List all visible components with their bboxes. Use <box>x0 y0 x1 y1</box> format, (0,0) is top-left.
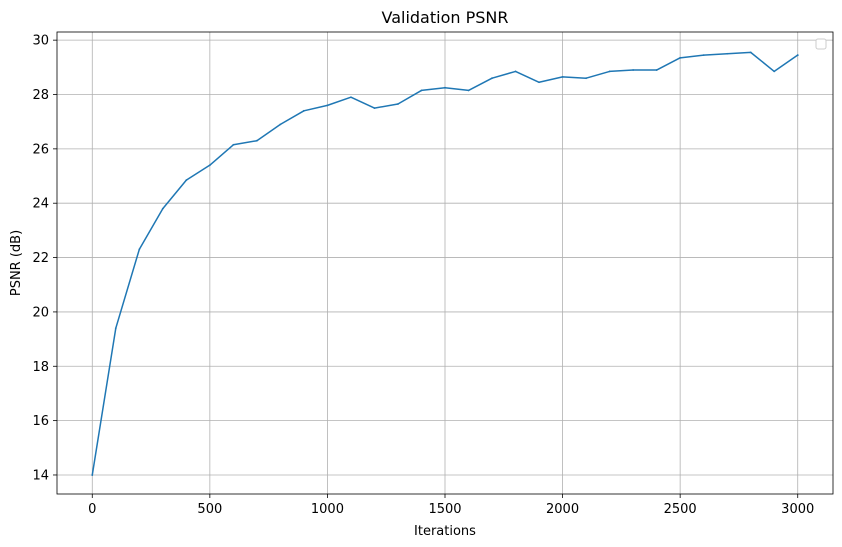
data-point <box>514 70 517 73</box>
data-point <box>726 52 729 55</box>
data-point <box>208 164 211 167</box>
y-tick-label: 26 <box>32 142 49 157</box>
y-axis-label: PSNR (dB) <box>9 230 24 296</box>
series-layer <box>91 51 799 476</box>
x-axis-label: Iterations <box>414 524 476 539</box>
x-tick-label: 3000 <box>781 502 814 517</box>
y-tick-label: 18 <box>32 360 49 375</box>
data-point <box>255 139 258 142</box>
y-axis-ticks: 14 16 18 20 22 24 26 28 30 <box>32 34 57 483</box>
y-tick-label: 16 <box>32 414 49 429</box>
data-point <box>444 86 446 89</box>
x-tick-label: 1000 <box>311 502 344 517</box>
data-point <box>91 474 94 476</box>
x-axis-ticks: 0 500 1000 1500 2000 2500 3000 <box>88 494 814 517</box>
y-tick-label: 30 <box>32 34 49 49</box>
data-point <box>679 56 682 59</box>
grid-lines <box>57 32 833 494</box>
data-point <box>373 107 376 109</box>
data-point <box>161 207 164 210</box>
x-tick-label: 2500 <box>664 502 697 517</box>
x-tick-label: 0 <box>88 502 96 517</box>
data-point <box>749 51 752 54</box>
data-point <box>796 54 799 56</box>
x-tick-label: 500 <box>197 502 222 517</box>
legend-box <box>815 38 827 50</box>
data-point <box>114 327 117 330</box>
data-point <box>702 54 705 56</box>
data-point <box>420 89 423 92</box>
data-point <box>491 77 493 80</box>
y-tick-label: 20 <box>32 305 49 320</box>
data-point <box>655 69 658 71</box>
data-point <box>467 89 470 92</box>
y-tick-label: 14 <box>32 468 49 483</box>
data-point <box>232 143 235 146</box>
data-point <box>185 179 188 182</box>
y-tick-label: 24 <box>32 197 49 212</box>
data-point <box>773 70 776 73</box>
chart-title: Validation PSNR <box>382 8 509 27</box>
data-point <box>303 109 305 112</box>
x-tick-label: 1500 <box>428 502 461 517</box>
data-point <box>326 104 329 107</box>
data-point <box>538 81 540 84</box>
data-point <box>397 103 399 105</box>
data-point <box>350 96 352 99</box>
data-point <box>585 77 587 80</box>
data-point <box>138 248 141 251</box>
plot-area: 0 500 1000 1500 2000 2500 3000 14 16 18 20 22 24 26 2… <box>32 31 834 517</box>
data-point <box>561 75 564 78</box>
data-point <box>279 123 282 126</box>
data-point <box>608 70 611 73</box>
data-point <box>632 69 635 71</box>
x-tick-label: 2000 <box>546 502 579 517</box>
y-tick-label: 22 <box>32 251 49 266</box>
y-tick-label: 28 <box>32 88 49 103</box>
